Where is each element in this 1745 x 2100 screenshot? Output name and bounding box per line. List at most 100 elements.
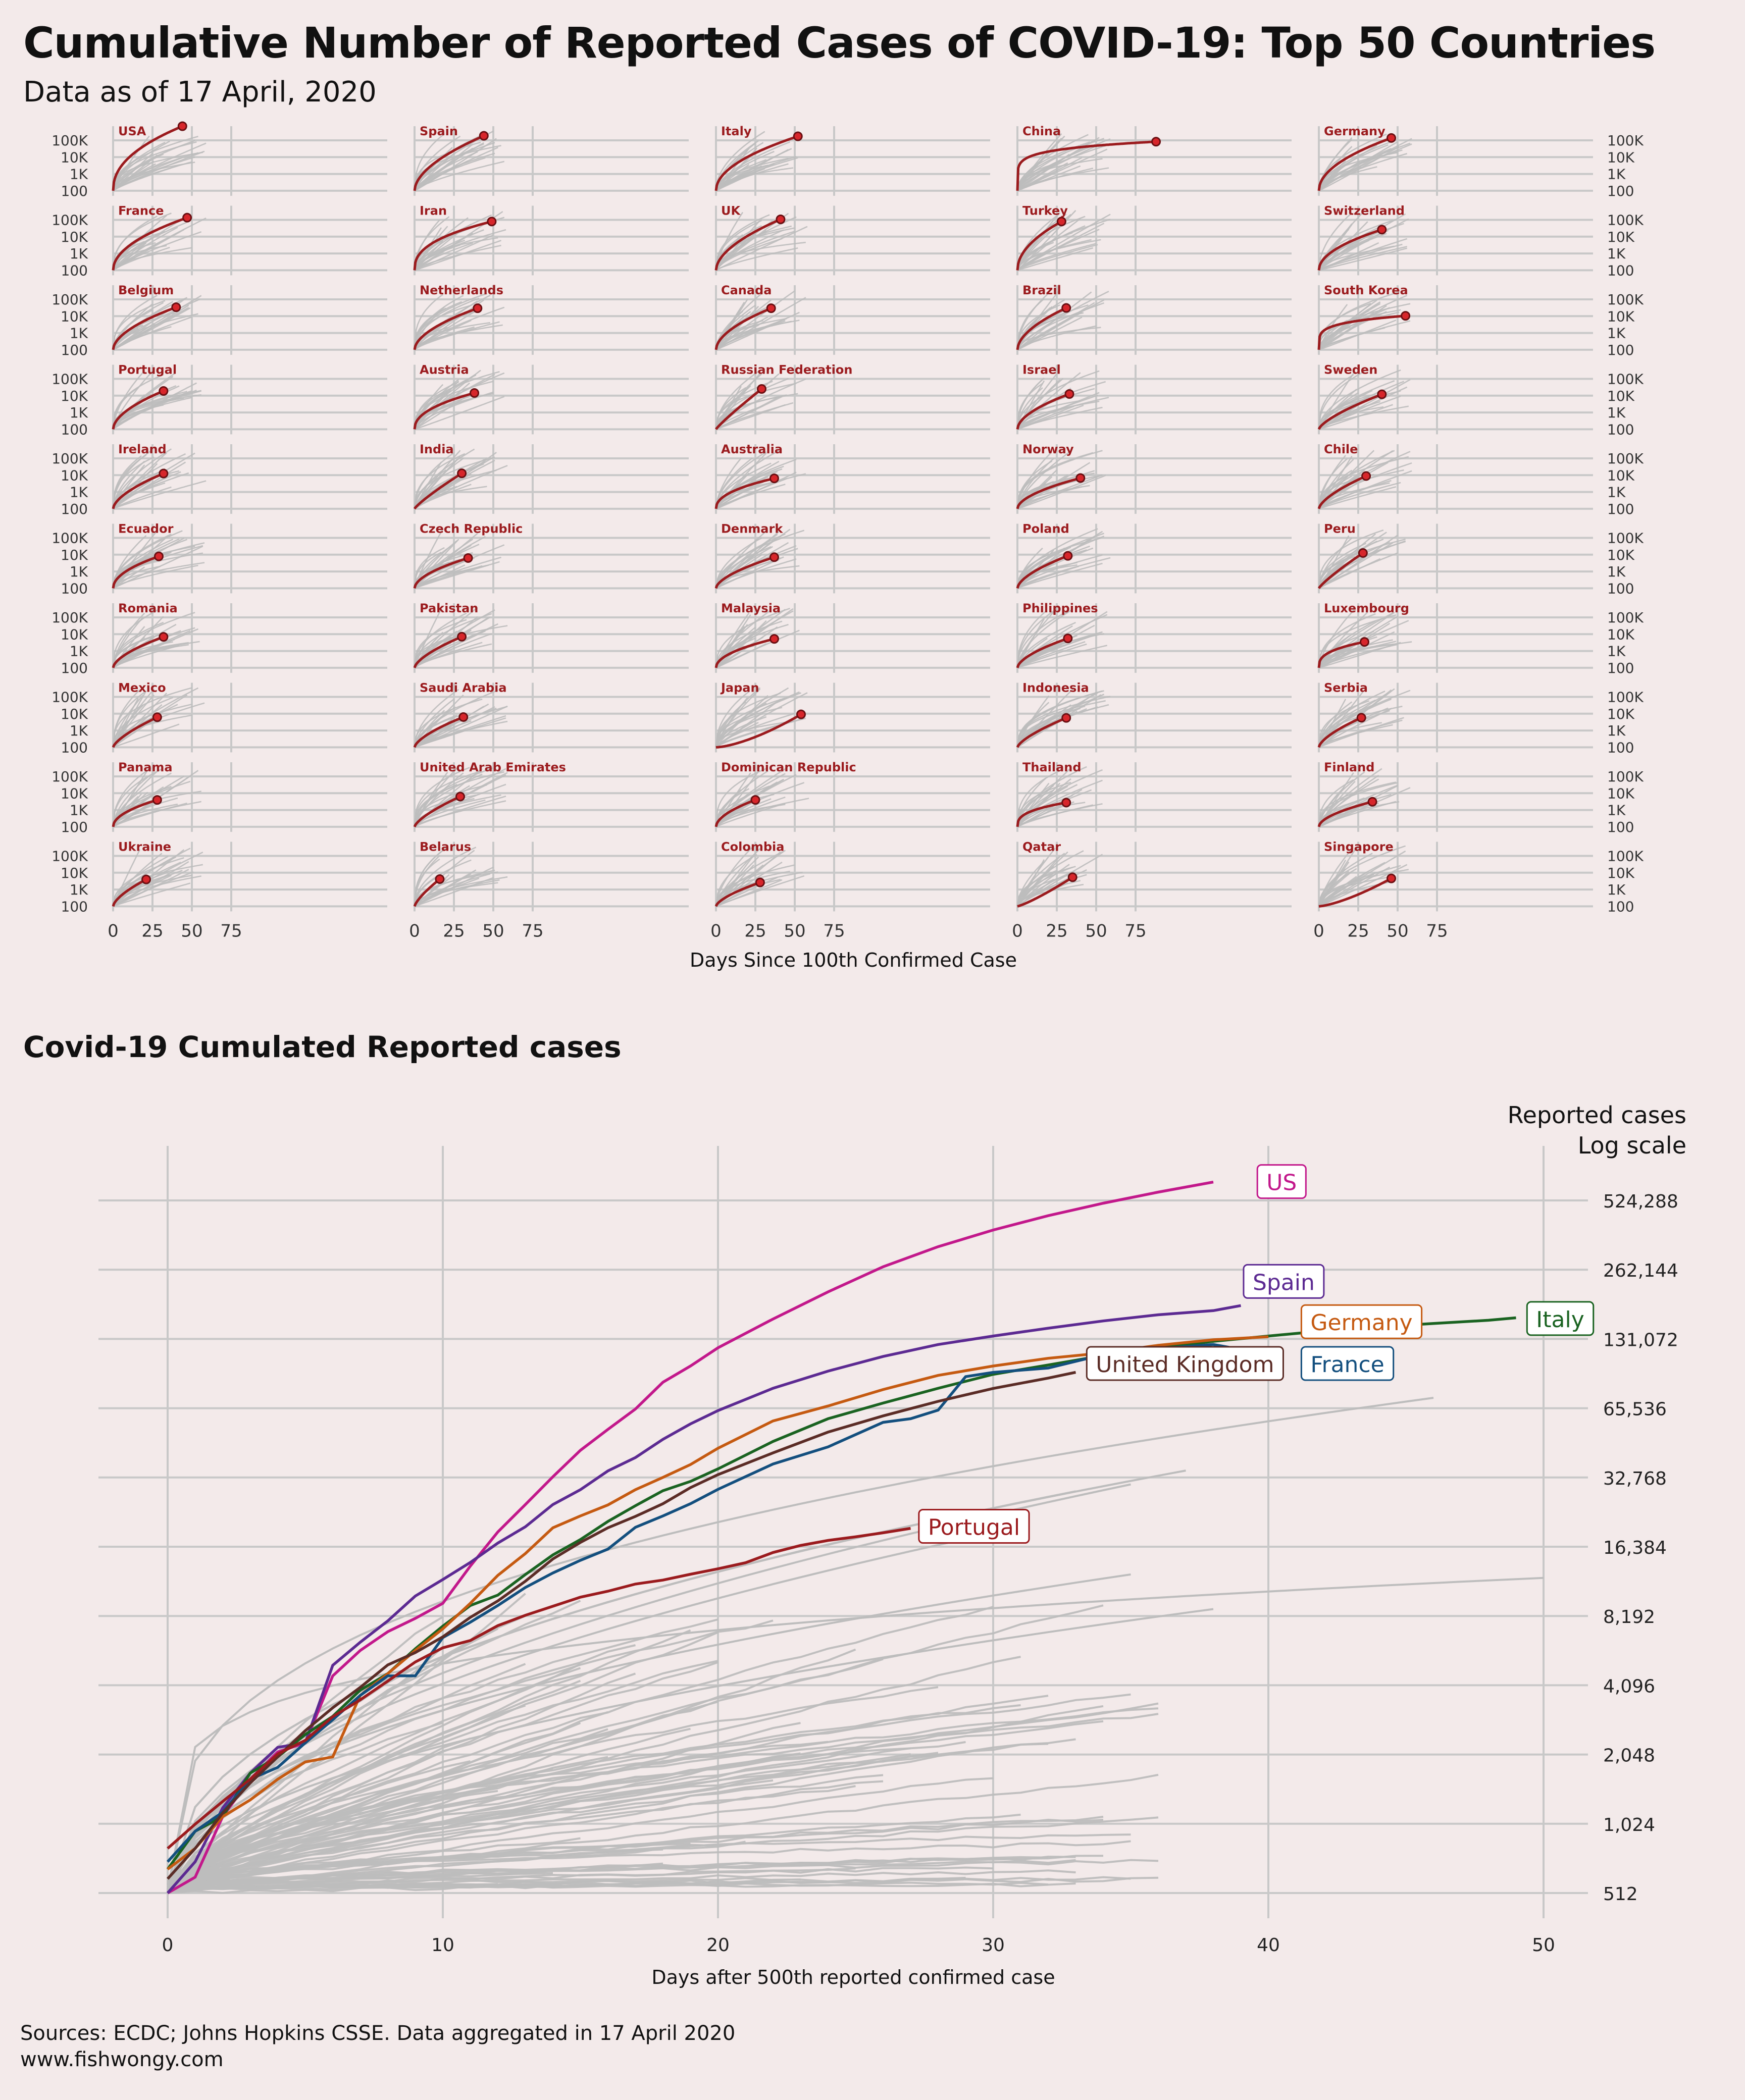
panel-context-line — [1318, 538, 1384, 589]
country-endpoint-pakistan — [457, 632, 467, 642]
panel-context-line — [1016, 700, 1106, 748]
x-tick-label: 0 — [108, 921, 119, 941]
panel-context-line — [112, 448, 172, 509]
panel-context-line — [1017, 317, 1083, 351]
main-x-tick-label: 50 — [1532, 1935, 1555, 1956]
panel-context-line — [112, 789, 163, 827]
context-country-line — [167, 1747, 911, 1886]
country-line-south-korea — [1317, 314, 1406, 350]
country-endpoint-czech-republic — [463, 553, 473, 563]
country-endpoint-norway — [1075, 473, 1086, 483]
panel-context-line — [113, 480, 207, 510]
panel-country-label: France — [118, 204, 164, 218]
panel-context-line — [414, 859, 472, 907]
series-label-text: US — [1266, 1170, 1297, 1196]
country-endpoint-ukraine — [141, 874, 151, 884]
country-line-thailand — [1016, 801, 1067, 827]
country-endpoint-chile — [1361, 471, 1371, 481]
panel-context-line — [1318, 861, 1350, 907]
panel-context-line — [414, 393, 480, 430]
context-country-line — [167, 1608, 1214, 1891]
panel-context-line — [715, 450, 780, 509]
y-tick-label: 100K — [52, 609, 88, 626]
panel-country-label: India — [420, 442, 454, 456]
panel-context-line — [1318, 707, 1389, 748]
panel-context-line — [112, 404, 164, 430]
y-tick-label-right: 1K — [1607, 166, 1626, 183]
country-line-italy — [714, 135, 798, 191]
country-line-denmark — [714, 556, 775, 589]
panel-context-line — [414, 306, 445, 350]
y-tick-label: 1K — [70, 484, 88, 501]
series-label-text: Germany — [1310, 1310, 1412, 1336]
panel-context-line — [715, 385, 751, 430]
panel-context-line — [1318, 868, 1357, 907]
panel-context-line — [414, 689, 459, 748]
panel-country-label: Switzerland — [1324, 204, 1405, 218]
panel-russian-federation: Russian Federation — [715, 363, 990, 435]
country-endpoint-dominican-republic — [750, 795, 760, 805]
country-endpoint-luxembourg — [1359, 637, 1369, 647]
panel-country-label: Ireland — [118, 442, 167, 456]
panel-context-line — [1017, 801, 1068, 828]
panel-context-line — [1016, 236, 1043, 271]
panel-context-line — [112, 456, 155, 509]
panel-context-line — [112, 397, 184, 430]
panel-context-line — [1017, 243, 1097, 271]
panel-country-label: Malaysia — [721, 601, 781, 615]
country-endpoint-netherlands — [473, 303, 483, 313]
panel-context-line — [1318, 608, 1356, 668]
panel-context-line — [715, 214, 770, 271]
panel-context-line — [1318, 404, 1393, 430]
panel-context-line — [112, 535, 147, 589]
y-tick-label-right: 100 — [1607, 262, 1634, 279]
y-tick-label-right: 100K — [1607, 291, 1644, 308]
panel-context-line — [1016, 547, 1094, 589]
series-label-box — [1256, 1164, 1307, 1199]
country-endpoint-poland — [1063, 551, 1073, 561]
main-y-axis-title-line1: Reported cases — [1508, 1101, 1686, 1129]
main-x-tick-label: 40 — [1257, 1935, 1280, 1956]
panel-context-line — [1016, 163, 1057, 191]
y-tick-label: 10K — [61, 467, 88, 484]
panel-country-label: Australia — [721, 442, 783, 456]
country-line-poland — [1016, 554, 1068, 589]
y-tick-label-right: 100 — [1607, 421, 1634, 438]
panel-context-line — [715, 879, 783, 907]
panel-context-line — [715, 396, 783, 430]
panel-context-line — [715, 702, 767, 748]
country-line-iran — [413, 220, 492, 271]
country-endpoint-brazil — [1061, 303, 1071, 313]
context-country-line — [167, 1882, 1076, 1891]
country-endpoint-belgium — [171, 302, 181, 312]
panel-poland: Poland — [1016, 522, 1292, 594]
panel-context-line — [715, 851, 783, 907]
panel-context-line — [1318, 220, 1393, 271]
y-tick-label: 100K — [52, 768, 88, 785]
panel-context-line — [112, 687, 192, 748]
panel-context-line — [112, 697, 174, 748]
panel-context-line — [414, 299, 485, 350]
panel-context-line — [414, 877, 480, 907]
panel-context-line — [1318, 611, 1368, 668]
panel-context-line — [715, 722, 759, 748]
panel-country-label: Thailand — [1022, 760, 1082, 774]
context-country-line — [167, 1686, 939, 1889]
panel-context-line — [1016, 396, 1109, 430]
country-line-canada — [714, 307, 772, 350]
panel-context-line — [715, 794, 775, 827]
panel-context-line — [715, 229, 784, 271]
panel-context-line — [112, 294, 158, 350]
panel-context-line — [715, 847, 753, 907]
panel-context-line — [1017, 247, 1094, 271]
panel-context-line — [112, 770, 158, 827]
panel-context-line — [112, 875, 201, 907]
country-endpoint-serbia — [1356, 713, 1366, 723]
y-tick-label: 100K — [52, 530, 88, 547]
y-tick-label: 1K — [70, 245, 88, 262]
panel-context-line — [112, 539, 174, 589]
country-line-spain — [413, 134, 485, 191]
panel-context-line — [1016, 644, 1065, 668]
